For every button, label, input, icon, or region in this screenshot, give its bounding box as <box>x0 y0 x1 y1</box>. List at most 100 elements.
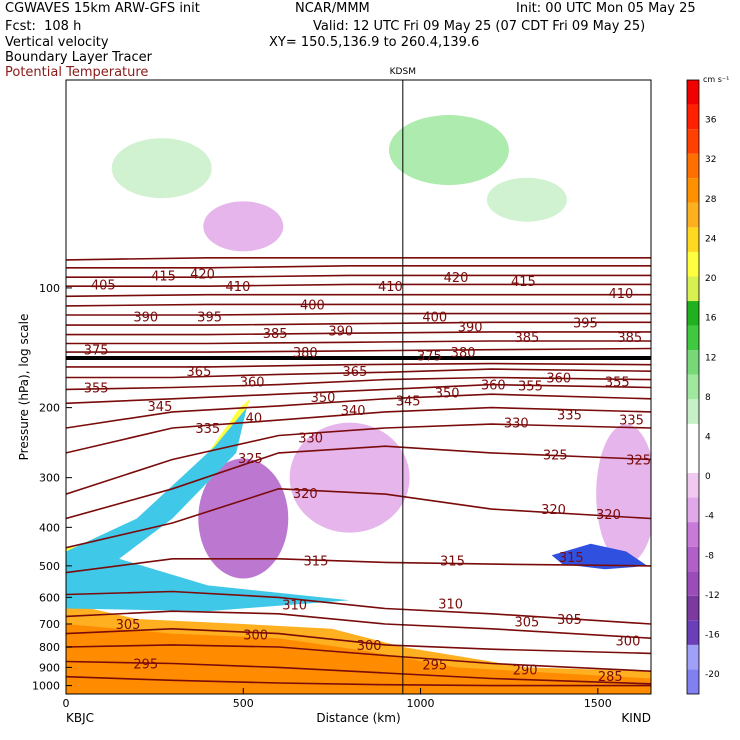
theta-label: 345 <box>148 400 173 415</box>
theta-contour <box>66 331 651 336</box>
colorbar-cell <box>687 104 699 130</box>
theta-contour <box>66 445 651 520</box>
theta-contour <box>66 274 651 278</box>
colorbar-cell <box>687 546 699 572</box>
colorbar-cell <box>687 129 699 154</box>
theta-label: 360 <box>240 376 265 391</box>
field-1-label: Vertical velocity <box>5 35 109 50</box>
theta-label: 395 <box>573 316 598 331</box>
theta-label: 325 <box>238 452 263 467</box>
theta-label: 315 <box>304 555 329 570</box>
right-endpoint-label: KIND <box>621 711 651 725</box>
cross-section-coords: XY= 150.5,136.9 to 260.4,139.6 <box>269 35 480 50</box>
theta-contour <box>66 660 651 685</box>
colorbar-cell <box>687 571 699 596</box>
theta-label: 410 <box>226 280 251 295</box>
theta-label: 335 <box>619 413 644 428</box>
theta-label: 320 <box>541 503 566 518</box>
theta-contour <box>66 383 651 405</box>
theta-contour <box>66 610 651 639</box>
colorbar-tick-label: 4 <box>705 433 711 443</box>
colorbar-cell <box>687 202 699 228</box>
x-axis-label: Distance (km) <box>316 711 400 725</box>
theta-label: 390 <box>133 311 158 326</box>
colorbar-cell <box>687 153 699 179</box>
theta-contour <box>66 293 651 298</box>
theta-label: 305 <box>514 615 539 630</box>
y-tick-label: 1000 <box>32 680 60 693</box>
theta-label: 400 <box>422 311 447 326</box>
colorbar-tick-label: 12 <box>705 353 716 363</box>
theta-label: 390 <box>458 320 483 335</box>
theta-contour <box>66 627 651 655</box>
theta-label: 415 <box>151 269 176 284</box>
theta-label: 355 <box>605 376 630 391</box>
theta-label: 360 <box>546 372 571 387</box>
theta-label: 320 <box>596 508 621 523</box>
colorbar-cell <box>687 251 699 277</box>
colorbar-tick-label: 16 <box>705 314 717 324</box>
theta-label: 350 <box>311 391 336 406</box>
tracer-band <box>551 543 648 570</box>
plot-frame <box>65 79 652 695</box>
theta-label: 295 <box>133 657 158 672</box>
y-tick-label: 600 <box>39 591 60 604</box>
colorbar-cell <box>687 620 699 645</box>
colorbar-tick-label: 24 <box>705 234 717 244</box>
colorbar-cell <box>687 301 699 326</box>
theta-label: 395 <box>197 311 222 326</box>
theta-label: 335 <box>557 408 582 423</box>
theta-contour <box>66 257 651 261</box>
colorbar-tick-label: 8 <box>705 393 711 403</box>
theta-label: 330 <box>298 432 323 447</box>
theta-label: 400 <box>300 298 325 313</box>
theta-label: 420 <box>444 271 469 286</box>
colorbar-cell <box>687 374 699 400</box>
y-tick-label: 200 <box>39 402 60 415</box>
colorbar-tick-label: 20 <box>705 274 717 284</box>
theta-label: 385 <box>514 331 539 346</box>
theta-label: 380 <box>293 346 318 361</box>
colorbar-cell <box>687 472 699 498</box>
theta-label: 285 <box>598 670 623 685</box>
theta-label: 290 <box>513 663 538 678</box>
theta-label: 330 <box>504 417 529 432</box>
valid-time: Valid: 12 UTC Fri 09 May 25 (07 CDT Fri … <box>313 19 646 34</box>
theta-contour <box>66 406 651 454</box>
colorbar-cell <box>687 350 699 375</box>
theta-label: 310 <box>282 598 307 613</box>
theta-label: 300 <box>616 634 641 649</box>
theta-label: 375 <box>417 350 442 365</box>
colorbar-cell <box>687 595 699 621</box>
colorbar-tick-label: -8 <box>705 551 714 561</box>
theta-label: 410 <box>608 287 633 302</box>
theta-contour <box>66 312 651 316</box>
theta-label: 345 <box>396 395 421 410</box>
theta-label: 335 <box>195 422 220 437</box>
theta-contour <box>66 340 651 345</box>
theta-label: 385 <box>617 331 642 346</box>
colorbar-cell <box>687 497 699 523</box>
velocity-blob <box>486 177 567 222</box>
theta-label: 375 <box>84 344 109 359</box>
colorbar-tick-label: 28 <box>705 195 717 205</box>
velocity-blob <box>198 458 289 579</box>
y-tick-label: 400 <box>39 521 60 534</box>
y-tick-label: 500 <box>39 560 60 573</box>
theta-contour <box>66 362 651 368</box>
theta-contour <box>66 393 651 429</box>
theta-label: 315 <box>440 555 465 570</box>
y-tick-label: 800 <box>39 641 60 654</box>
theta-label: 410 <box>378 280 403 295</box>
velocity-blob <box>111 138 212 199</box>
x-tick-label: 1500 <box>584 697 612 710</box>
theta-label: 340 <box>341 404 366 419</box>
colorbar-cell <box>687 227 699 252</box>
tracer-band <box>66 407 350 612</box>
theta-contour <box>66 376 651 391</box>
theta-label: 315 <box>559 551 584 566</box>
theta-label: 385 <box>263 327 288 342</box>
theta-label: 355 <box>84 382 109 397</box>
